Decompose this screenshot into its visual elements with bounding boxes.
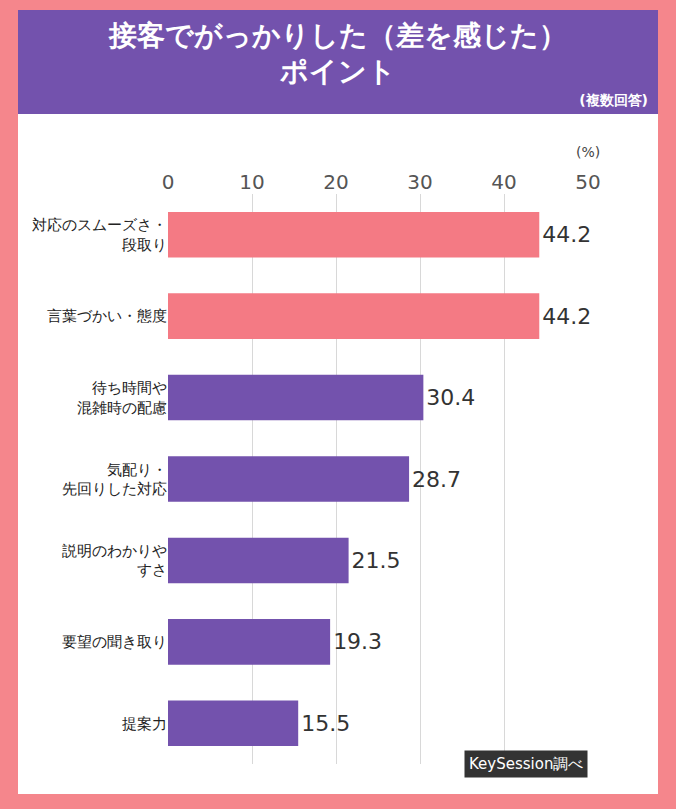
svg-text:15.5: 15.5 (301, 711, 350, 736)
svg-text:44.2: 44.2 (542, 304, 591, 329)
svg-text:30: 30 (407, 170, 432, 194)
svg-text:気配り・先回りした対応: 気配り・先回りした対応 (62, 461, 167, 499)
svg-text:30.4: 30.4 (426, 385, 475, 410)
svg-text:0: 0 (162, 170, 175, 194)
svg-text:要望の聞き取り: 要望の聞き取り (62, 633, 167, 651)
svg-text:19.3: 19.3 (333, 629, 382, 654)
svg-text:提案力: 提案力 (122, 715, 167, 733)
svg-text:20: 20 (323, 170, 348, 194)
svg-text:対応のスムーズさ・段取り: 対応のスムーズさ・段取り (32, 216, 167, 254)
svg-text:21.5: 21.5 (352, 548, 401, 573)
svg-text:説明のわかりやすさ: 説明のわかりやすさ (62, 542, 167, 580)
svg-text:KeySession調べ: KeySession調べ (469, 755, 583, 773)
svg-text:言葉づかい・態度: 言葉づかい・態度 (47, 307, 167, 325)
svg-text:40: 40 (491, 170, 516, 194)
svg-text:44.2: 44.2 (542, 222, 591, 247)
svg-text:50: 50 (575, 170, 600, 194)
svg-text:(%): (%) (576, 144, 600, 160)
svg-text:待ち時間や混雑時の配慮: 待ち時間や混雑時の配慮 (77, 379, 167, 417)
html-text:(複数回答): (複数回答) (579, 92, 648, 108)
svg-text:10: 10 (239, 170, 264, 194)
svg-text:28.7: 28.7 (412, 467, 461, 492)
html-text:接客でがっかりした（差を感じた）ポイント: 接客でがっかりした（差を感じた）ポイント (109, 19, 567, 88)
